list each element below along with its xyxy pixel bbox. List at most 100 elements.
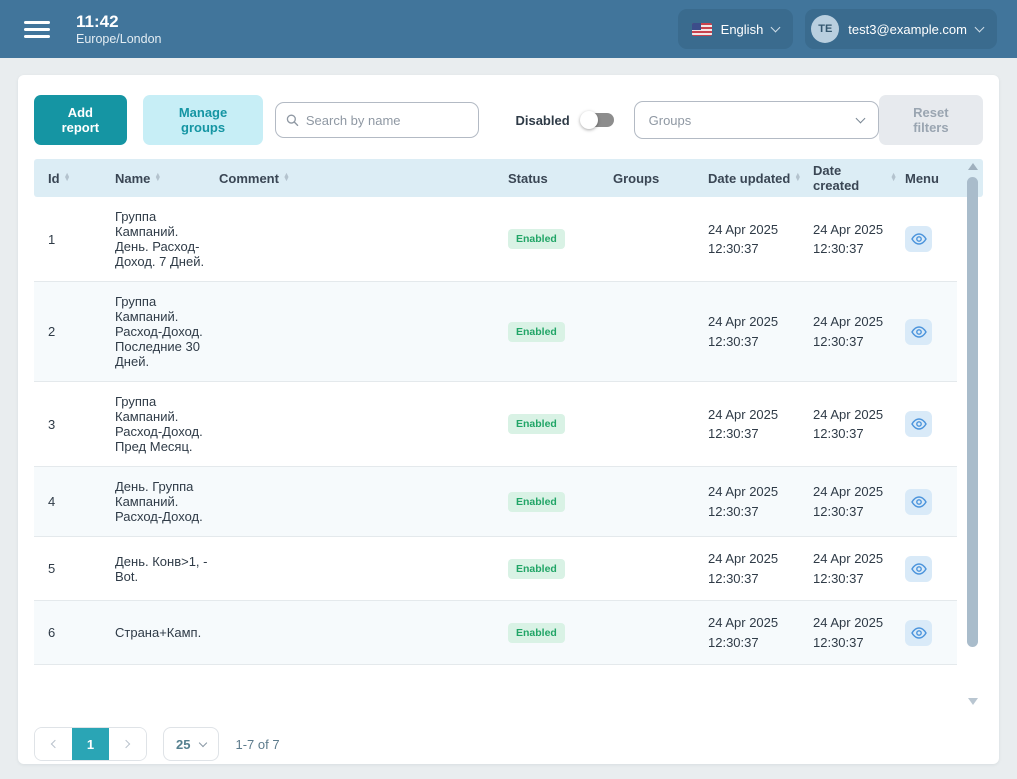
page-size-select[interactable]: 25 [163,727,220,761]
eye-icon [910,418,927,430]
view-report-button[interactable] [905,411,932,437]
col-header-id: Id [48,170,60,186]
row-date-updated: 24 Apr 2025 12:30:37 [708,551,779,586]
sort-icon[interactable]: ▲ ▼ [63,172,71,183]
row-groups [613,412,708,436]
row-groups [613,490,708,514]
chevron-down-icon [974,22,985,33]
col-header-date-updated: Date updated [708,170,791,186]
sort-icon[interactable]: ▲ ▼ [794,172,802,183]
table-row: 4 День. Группа Кампаний. Расход-Доход. E… [34,467,957,537]
row-date-created: 24 Apr 2025 12:30:37 [813,484,884,519]
view-report-button[interactable] [905,555,932,582]
status-badge: Enabled [508,622,565,643]
eye-icon [910,626,927,639]
next-page-button[interactable] [109,728,146,760]
row-date-updated: 24 Apr 2025 12:30:37 [708,484,779,519]
eye-icon [910,325,927,338]
sort-icon[interactable]: ▲ ▼ [154,172,162,183]
scroll-up-icon[interactable] [968,163,978,170]
col-header-comment: Comment [219,170,279,186]
page-size-value: 25 [176,736,191,752]
search-input[interactable] [305,112,469,128]
row-id: 3 [48,416,56,432]
results-range-label: 1-7 of 7 [235,736,280,752]
sort-icon[interactable]: ▲ ▼ [282,172,290,183]
prev-page-button[interactable] [35,728,72,760]
timezone-label: Europe/London [76,31,162,46]
language-label: English [720,21,764,37]
row-groups [613,227,708,251]
reset-filters-button[interactable]: Reset filters [878,95,983,145]
view-report-button[interactable] [905,318,932,345]
row-date-updated: 24 Apr 2025 12:30:37 [708,221,779,257]
groups-select[interactable]: Groups [633,101,879,139]
sort-icon[interactable]: ▲ ▼ [890,172,897,183]
row-id: 6 [48,625,56,640]
search-box[interactable] [275,102,480,138]
row-groups [613,320,708,344]
table-row: 1 Группа Кампаний. День. Расход-Доход. 7… [34,197,957,282]
eye-icon [910,562,927,575]
scrollbar-thumb[interactable] [967,177,978,647]
eye-icon [910,495,927,508]
row-comment [219,490,508,514]
row-name: День. Группа Кампаний. Расход-Доход. [115,479,203,524]
row-name: День. Конв>1, -Bot. [115,553,208,584]
row-date-updated: 24 Apr 2025 12:30:37 [708,615,779,650]
row-id: 4 [48,494,56,509]
row-comment [219,227,508,251]
status-badge: Enabled [508,321,565,342]
disabled-toggle-label: Disabled [515,112,570,128]
table-header-row: Id ▲ ▼ Name ▲ ▼ Comment ▲ ▼ Status Groups Date… [34,159,983,197]
row-comment [219,557,508,581]
top-header: 11:42 Europe/London English TE test3@exa… [0,0,1017,58]
row-date-created: 24 Apr 2025 12:30:37 [813,221,884,257]
scroll-down-icon[interactable] [968,698,978,705]
row-date-updated: 24 Apr 2025 12:30:37 [708,314,779,349]
view-report-button[interactable] [905,226,932,252]
row-id: 1 [48,231,56,247]
pagination: 1 25 1-7 of 7 [18,711,999,777]
row-comment [219,412,508,436]
view-report-button[interactable] [905,488,932,515]
row-date-created: 24 Apr 2025 12:30:37 [813,615,884,650]
search-icon [287,114,299,127]
row-date-updated: 24 Apr 2025 12:30:37 [708,406,779,442]
table-row: 6 Страна+Камп. Enabled 24 Apr 2025 12:30:… [34,601,957,665]
chevron-down-icon [770,22,781,33]
chevron-left-icon [50,739,60,749]
table-row: 2 Группа Кампаний. Расход-Доход. Последн… [34,282,957,382]
disabled-toggle[interactable] [579,110,614,130]
reports-card: Add report Manage groups Disabled Groups… [18,75,999,764]
row-name: Группа Кампаний. Расход-Доход. Пред Меся… [115,394,203,454]
current-page-button[interactable]: 1 [72,728,109,760]
col-header-date-created: Date created [813,163,860,193]
col-header-status: Status [508,170,548,186]
chevron-down-icon [855,113,866,124]
status-badge: Enabled [508,491,565,512]
groups-select-placeholder: Groups [648,112,692,128]
language-dropdown[interactable]: English [677,9,794,49]
row-comment [219,320,508,344]
row-groups [613,621,708,645]
status-badge: Enabled [508,414,565,434]
view-report-button[interactable] [905,619,932,646]
row-groups [613,557,708,581]
chevron-right-icon [121,739,131,749]
table-row: 5 День. Конв>1, -Bot. Enabled 24 Apr 202… [34,537,957,601]
add-report-button[interactable]: Add report [34,95,127,145]
reports-table: Id ▲ ▼ Name ▲ ▼ Comment ▲ ▼ Status Groups Date… [34,159,983,711]
chevron-down-icon [199,738,208,747]
col-header-groups: Groups [613,170,660,186]
row-id: 2 [48,324,56,339]
avatar: TE [811,15,840,43]
user-menu[interactable]: TE test3@example.com [805,9,997,49]
manage-groups-button[interactable]: Manage groups [142,95,264,145]
row-name: Группа Кампаний. День. Расход-Доход. 7 Д… [115,209,205,269]
vertical-scrollbar[interactable] [966,161,979,707]
table-row: 3 Группа Кампаний. Расход-Доход. Пред Ме… [34,382,957,467]
menu-icon[interactable] [24,17,54,42]
row-date-created: 24 Apr 2025 12:30:37 [813,314,884,349]
row-date-created: 24 Apr 2025 12:30:37 [813,551,884,586]
